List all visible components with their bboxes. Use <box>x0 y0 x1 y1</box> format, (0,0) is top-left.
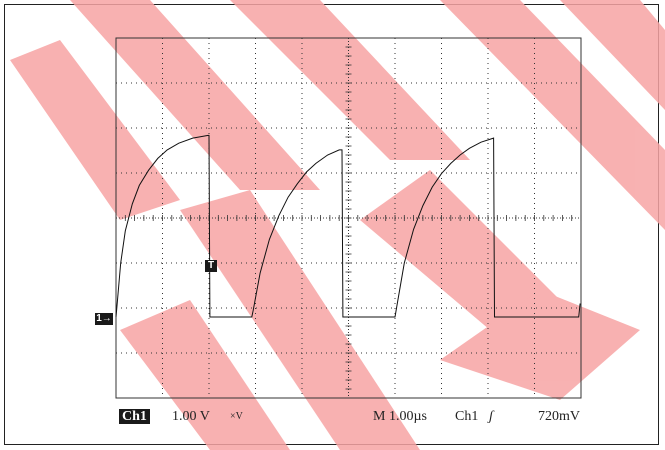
volts-per-div-readout: 1.00 V <box>172 409 210 424</box>
watermark-stripe <box>360 170 560 330</box>
watermark-stripe <box>560 0 665 110</box>
watermark-stripe <box>230 0 470 160</box>
graticule <box>115 37 582 399</box>
waveform-trace <box>115 134 581 318</box>
ch1-waveform <box>115 134 581 318</box>
trigger-point-marker: T <box>205 260 217 272</box>
watermark-stripe <box>70 0 320 190</box>
channel-ground-marker: 1→ <box>95 313 113 325</box>
trigger-level-readout: 720mV <box>538 409 580 424</box>
trigger-source-readout: Ch1 <box>455 409 479 424</box>
watermark-stripe <box>180 190 420 450</box>
watermark-stripes <box>10 0 665 450</box>
watermark-stripe <box>440 290 640 400</box>
time-base-readout: M 1.00µs <box>373 409 427 424</box>
coupling-readout: ×V <box>230 411 243 422</box>
channel-badge: Ch1 <box>119 409 150 424</box>
trigger-slope-readout: ʃ <box>489 409 494 424</box>
watermark-stripe <box>440 0 665 230</box>
watermark-stripe <box>10 40 180 220</box>
watermark-stripe <box>120 300 290 450</box>
